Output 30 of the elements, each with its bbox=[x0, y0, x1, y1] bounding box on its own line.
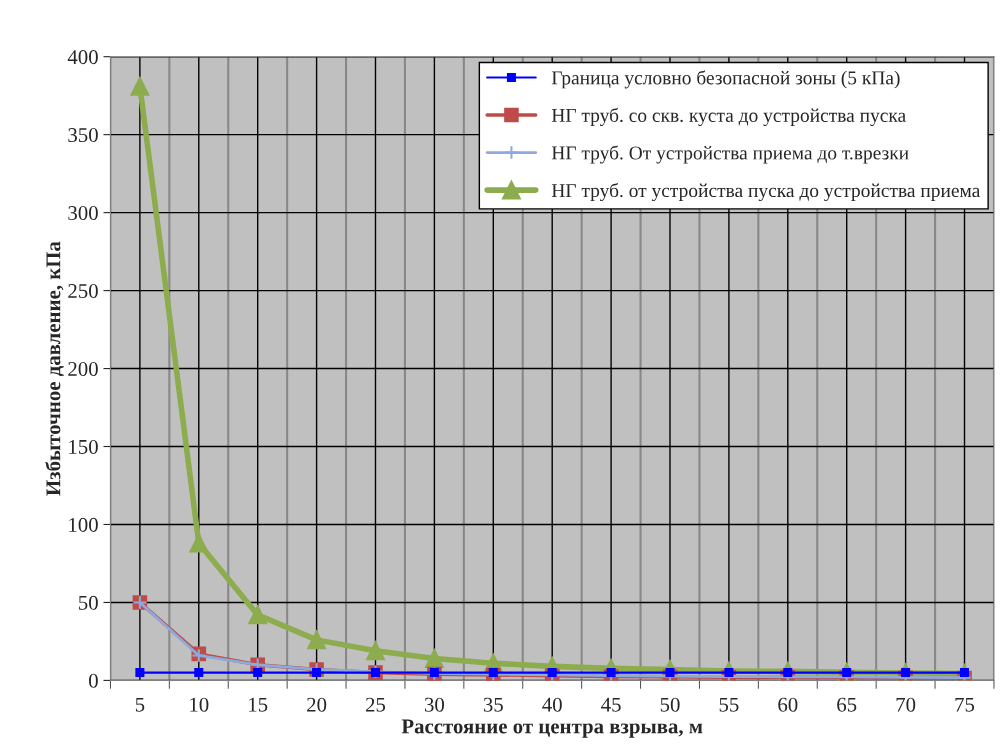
x-tick-label: 65 bbox=[837, 697, 857, 712]
legend-label: НГ труб. От устройства приема до т.врезки bbox=[551, 145, 909, 164]
legend-label: НГ труб. от устройства пуска до устройства приема bbox=[551, 182, 981, 202]
x-tick-label: 60 bbox=[778, 697, 798, 712]
legend-label: Граница условно безопасной зоны (5 кПа) bbox=[551, 70, 900, 89]
x-tick-label: 30 bbox=[424, 697, 445, 712]
y-axis-title: Избыточное давление, кПа bbox=[45, 241, 64, 496]
y-tick-label: 100 bbox=[69, 517, 98, 532]
x-tick-label: 50 bbox=[660, 697, 680, 712]
x-tick-label: 75 bbox=[955, 697, 975, 712]
x-tick-label: 25 bbox=[365, 697, 386, 712]
x-tick-label: 40 bbox=[542, 697, 562, 712]
y-tick-label: 250 bbox=[68, 283, 98, 299]
y-tick-label: 50 bbox=[79, 595, 98, 610]
y-tick-label: 300 bbox=[68, 206, 98, 221]
x-tick-label: 20 bbox=[307, 697, 327, 712]
y-tick-label: 200 bbox=[68, 361, 98, 376]
x-tick-label: 55 bbox=[719, 697, 739, 712]
x-tick-label: 35 bbox=[483, 697, 503, 712]
y-tick-label: 400 bbox=[67, 50, 98, 65]
x-tick-label: 5 bbox=[135, 697, 145, 712]
x-tick-label: 15 bbox=[249, 697, 268, 712]
y-tick-label: 0 bbox=[89, 673, 98, 688]
y-tick-label: 150 bbox=[69, 439, 98, 454]
x-tick-label: 45 bbox=[601, 697, 621, 712]
y-tick-label: 350 bbox=[68, 128, 98, 143]
x-tick-label: 10 bbox=[190, 697, 209, 712]
x-tick-label: 70 bbox=[896, 697, 916, 712]
x-axis-title: Расстояние от центра взрыва, м bbox=[401, 719, 703, 738]
legend-label: НГ труб. со скв. куста до устройства пуска bbox=[551, 107, 906, 126]
